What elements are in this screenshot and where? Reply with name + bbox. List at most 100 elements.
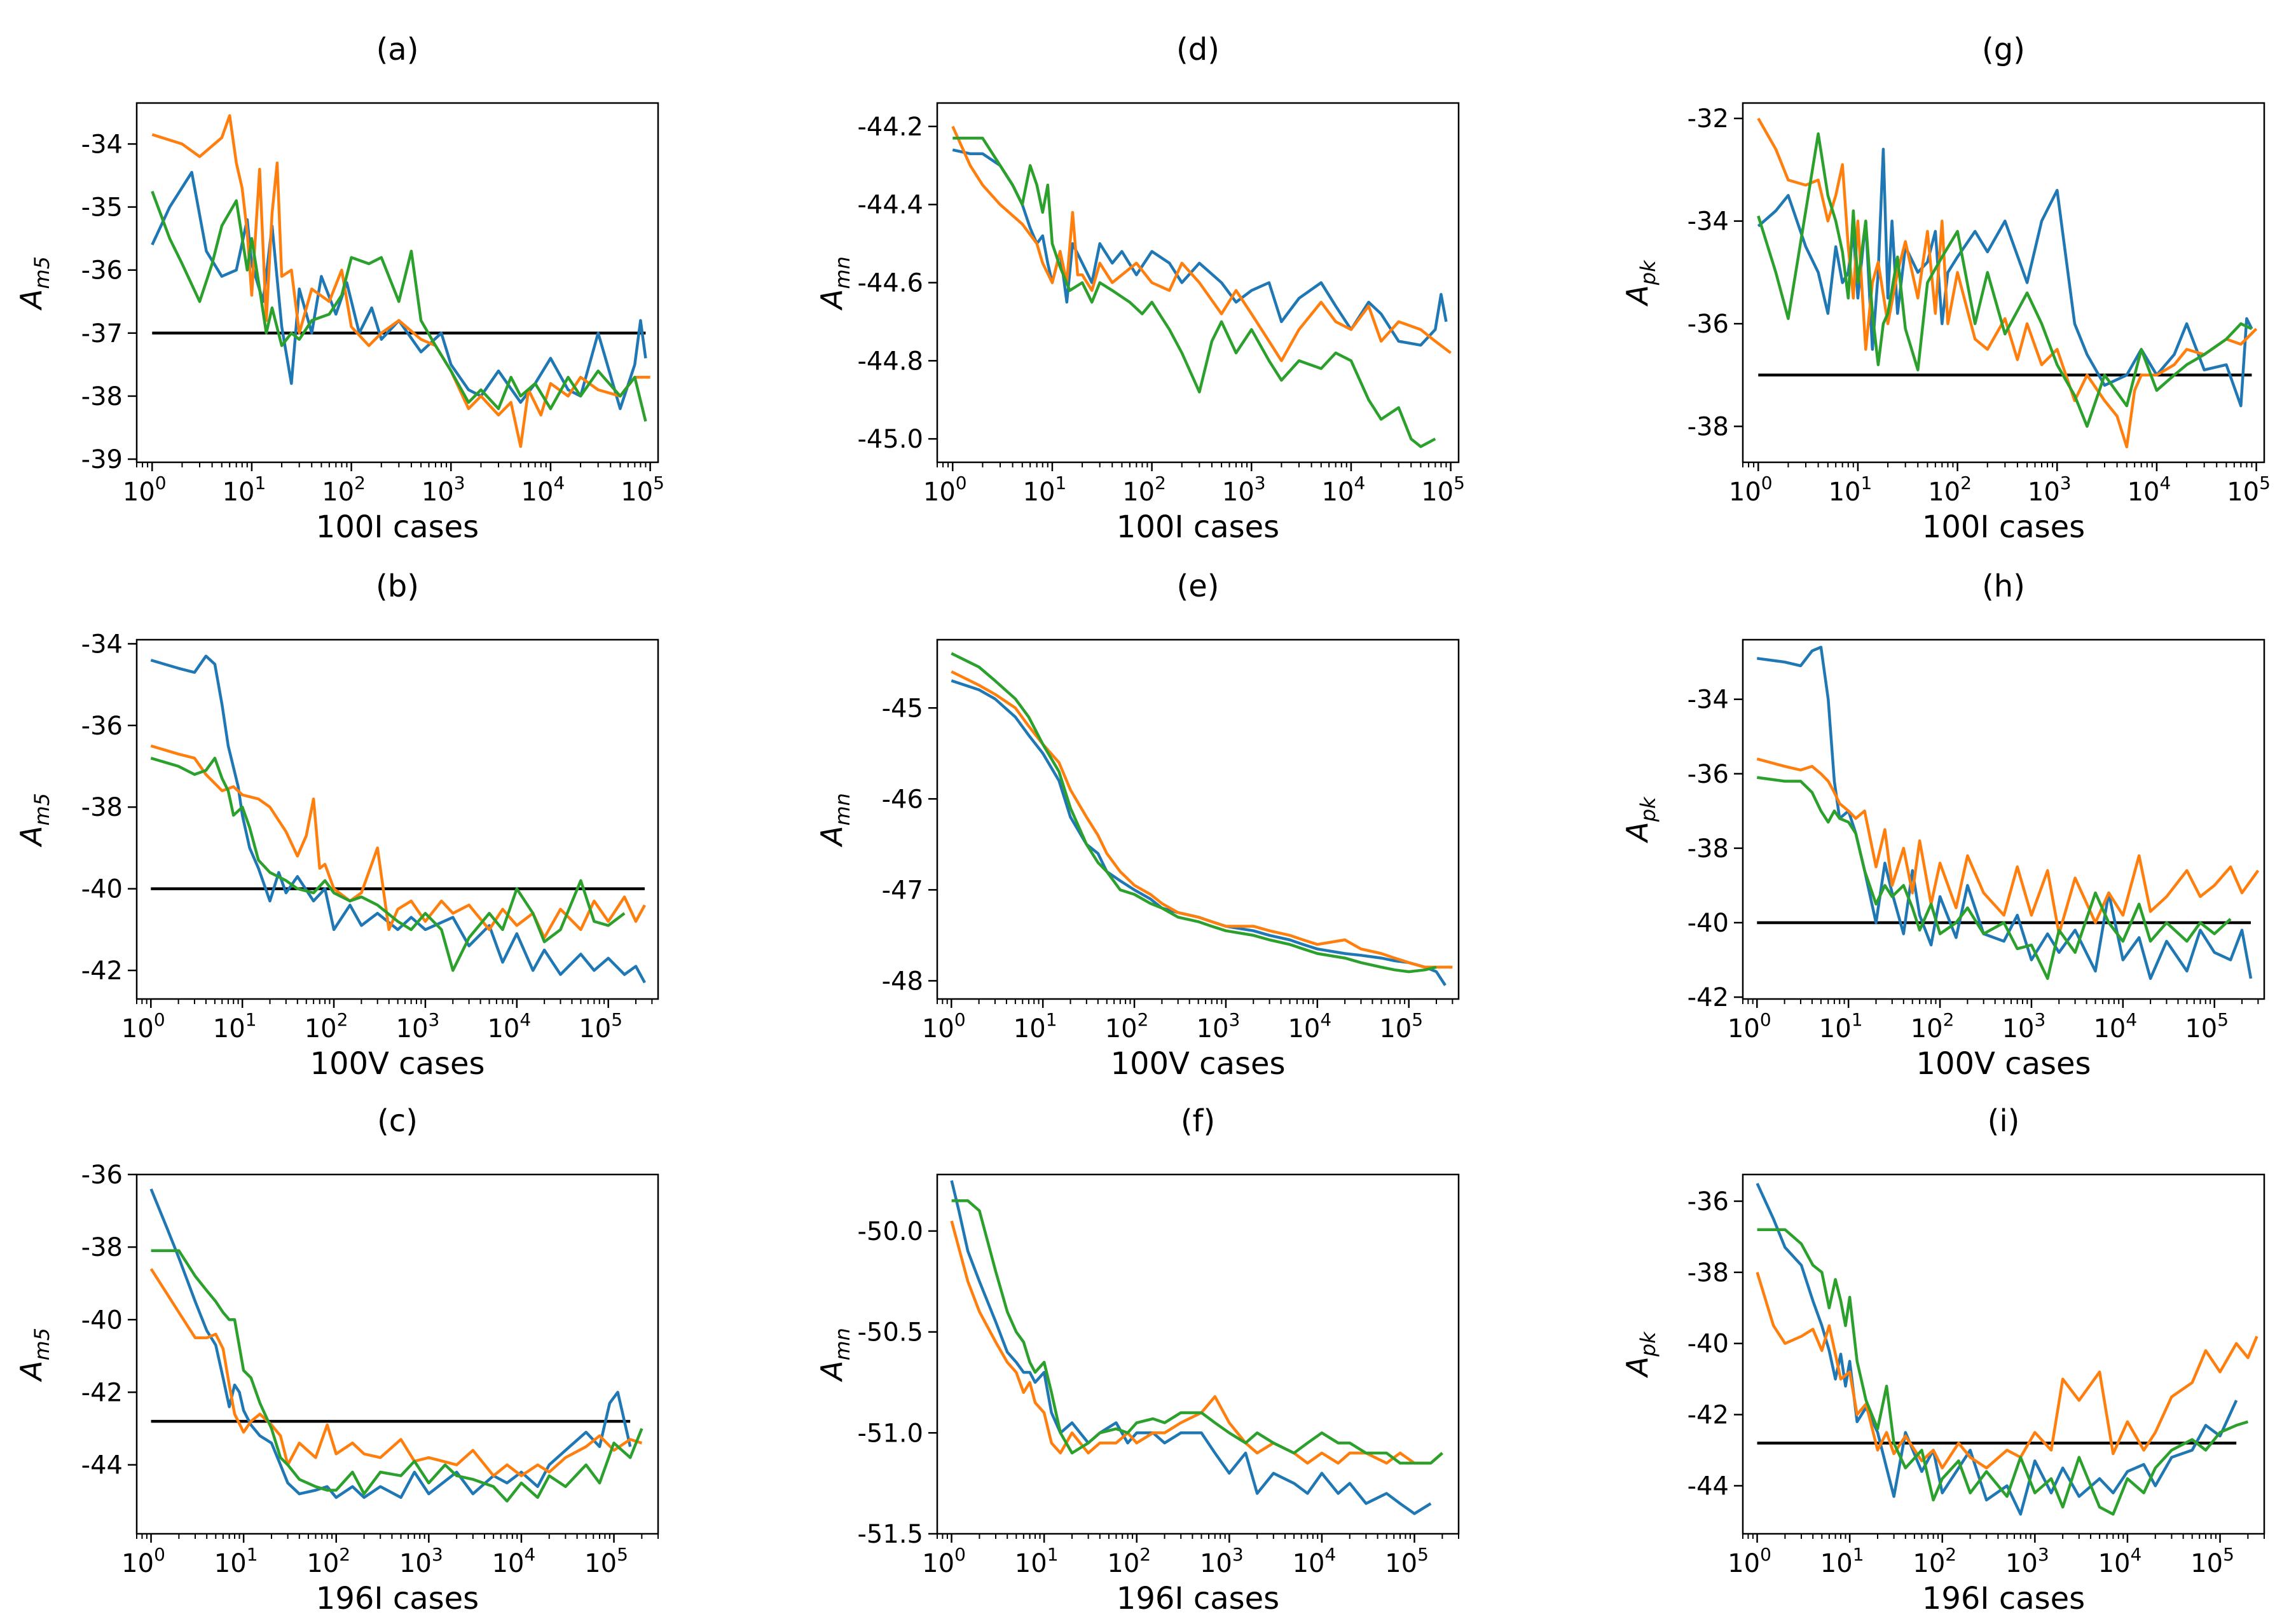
x-axis-label: 100I cases — [1922, 509, 2085, 545]
x-tick-exponent: 4 — [2126, 1009, 2137, 1030]
x-tick-base: 10 — [2093, 1014, 2126, 1044]
y-tick-label: -40 — [1688, 1330, 1729, 1359]
series-line-series2 — [151, 114, 650, 448]
x-tick-exponent: 5 — [2223, 1544, 2234, 1565]
x-tick-exponent: 4 — [2159, 472, 2171, 493]
x-tick-base: 10 — [2227, 478, 2259, 507]
y-label-subscript: pk — [1636, 1331, 1660, 1357]
x-tick-base: 10 — [123, 478, 155, 507]
x-tick-exponent: 2 — [1943, 1009, 1955, 1030]
panel-title: (e) — [1177, 568, 1220, 604]
x-tick-base: 10 — [1197, 1014, 1229, 1044]
series-line-series3 — [952, 137, 1436, 448]
y-label-subscript: mn — [830, 256, 855, 289]
x-tick-base: 10 — [213, 1014, 245, 1044]
series-line-series3 — [1757, 132, 2253, 428]
x-tick-base: 10 — [305, 1014, 337, 1044]
y-tick-label: -34 — [1688, 685, 1729, 715]
series-line-series3 — [951, 652, 1437, 974]
x-tick-label: 103 — [399, 1544, 443, 1578]
x-tick-base: 10 — [422, 478, 454, 507]
x-axis-label: 100I cases — [316, 509, 479, 545]
x-tick-label: 101 — [213, 1009, 257, 1044]
x-tick-label: 103 — [2028, 472, 2072, 507]
series-line-series2 — [1756, 757, 2260, 935]
x-tick-exponent: 0 — [155, 472, 167, 493]
y-axis-label: Amn — [815, 256, 855, 311]
x-tick-label: 100 — [922, 1544, 966, 1578]
panel-title: (a) — [376, 32, 419, 67]
y-tick-label: -36 — [81, 1161, 123, 1190]
y-label-base: A — [14, 826, 48, 848]
y-tick-label: -44.2 — [858, 113, 924, 142]
x-tick-exponent: 2 — [337, 1009, 348, 1030]
x-tick-label: 102 — [1928, 472, 1972, 507]
x-tick-label: 100 — [1729, 472, 1773, 507]
series-line-series1 — [951, 679, 1447, 986]
y-label-base: A — [1620, 822, 1654, 843]
y-label-subscript: mn — [830, 793, 855, 825]
x-tick-exponent: 0 — [1761, 472, 1773, 493]
y-tick-label: -34 — [81, 630, 123, 659]
x-tick-label: 101 — [1829, 472, 1873, 507]
x-tick-base: 10 — [1200, 1549, 1232, 1578]
x-tick-exponent: 1 — [1853, 1544, 1864, 1565]
x-tick-base: 10 — [1023, 478, 1055, 507]
series-line-series2 — [1756, 1272, 2258, 1470]
y-tick-label: -44.8 — [858, 347, 924, 376]
x-tick-exponent: 0 — [954, 1544, 966, 1565]
x-tick-label: 101 — [1014, 1009, 1057, 1044]
series-line-series3 — [1756, 776, 2232, 981]
x-tick-exponent: 4 — [524, 1544, 535, 1565]
x-tick-label: 103 — [422, 472, 465, 507]
y-tick-label: -38 — [1688, 413, 1729, 442]
x-tick-base: 10 — [584, 1549, 617, 1578]
panel-a: (a)100 101 102 103 104 105-39-38-37-36-35-341… — [14, 32, 664, 545]
series-line-series3 — [150, 756, 626, 972]
x-tick-label: 105 — [2190, 1544, 2234, 1578]
x-tick-exponent: 0 — [154, 1009, 165, 1030]
x-tick-exponent: 4 — [553, 472, 565, 493]
x-tick-base: 10 — [399, 1549, 432, 1578]
y-tick-label: -40 — [81, 1306, 123, 1335]
x-tick-base: 10 — [1322, 478, 1354, 507]
series-line-series2 — [951, 125, 1452, 362]
y-label-subscript: m5 — [30, 1328, 54, 1361]
y-tick-label: -36 — [81, 256, 123, 286]
series-line-series1 — [1757, 148, 2253, 408]
x-tick-base: 10 — [1820, 1549, 1853, 1578]
x-axis-label: 100V cases — [1110, 1046, 1285, 1082]
x-tick-label: 100 — [1728, 1009, 1771, 1044]
y-tick-label: -42 — [1688, 983, 1729, 1012]
x-tick-exponent: 1 — [254, 472, 266, 493]
y-tick-label: -45.0 — [858, 425, 924, 454]
x-tick-base: 10 — [2098, 1549, 2131, 1578]
x-tick-base: 10 — [492, 1549, 525, 1578]
x-tick-exponent: 3 — [1255, 472, 1266, 493]
y-tick-label: -42 — [1688, 1401, 1729, 1430]
panel-title: (d) — [1176, 32, 1220, 67]
x-tick-label: 100 — [923, 472, 967, 507]
x-tick-base: 10 — [121, 1549, 154, 1578]
x-tick-label: 101 — [1015, 1544, 1059, 1578]
x-tick-base: 10 — [214, 1549, 247, 1578]
panel-title: (f) — [1181, 1103, 1215, 1139]
x-tick-exponent: 0 — [954, 1009, 966, 1030]
x-tick-base: 10 — [2002, 1014, 2035, 1044]
y-tick-label: -44.6 — [858, 269, 924, 298]
x-tick-label: 103 — [1222, 472, 1266, 507]
y-tick-label: -32 — [1688, 104, 1729, 134]
x-axis-label: 100V cases — [1916, 1046, 2091, 1082]
x-tick-exponent: 5 — [611, 1009, 622, 1030]
x-tick-base: 10 — [521, 478, 554, 507]
x-tick-label: 104 — [492, 1544, 536, 1578]
y-tick-label: -51.5 — [858, 1520, 924, 1549]
y-label-subscript: m5 — [30, 256, 54, 289]
y-tick-label: -38 — [81, 1233, 123, 1262]
x-tick-exponent: 0 — [1760, 1544, 1771, 1565]
x-tick-base: 10 — [1829, 478, 1861, 507]
y-tick-label: -40 — [81, 875, 123, 904]
x-tick-base: 10 — [1222, 478, 1255, 507]
x-axis-label: 196I cases — [316, 1581, 479, 1616]
